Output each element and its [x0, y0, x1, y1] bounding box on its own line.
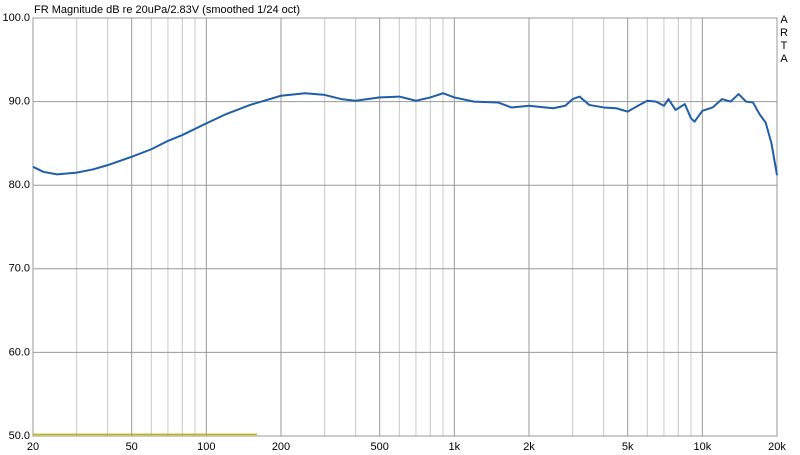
x-tick-label: 2k	[523, 441, 535, 453]
x-tick-label: 10k	[693, 441, 711, 453]
y-tick-label: 50.0	[9, 430, 30, 442]
series-line	[32, 92, 778, 176]
y-tick-label: 80.0	[9, 179, 30, 191]
x-tick-label: 500	[371, 441, 389, 453]
chart-title: FR Magnitude dB re 20uPa/2.83V (smoothed…	[34, 4, 300, 16]
x-tick-label: 50	[126, 441, 138, 453]
y-tick-label: 100.0	[2, 12, 30, 24]
x-tick-label: 100	[197, 441, 215, 453]
x-tick-label: 200	[272, 441, 290, 453]
y-tick-label: 60.0	[9, 346, 30, 358]
y-tick-label: 70.0	[9, 263, 30, 275]
x-tick-label: 1k	[449, 441, 461, 453]
x-tick-label: 5k	[622, 441, 634, 453]
x-tick-label: 20	[27, 441, 39, 453]
x-tick-label: 20k	[768, 441, 786, 453]
watermark: ARTA	[778, 14, 790, 66]
plot-area	[32, 17, 778, 437]
y-tick-label: 90.0	[9, 96, 30, 108]
